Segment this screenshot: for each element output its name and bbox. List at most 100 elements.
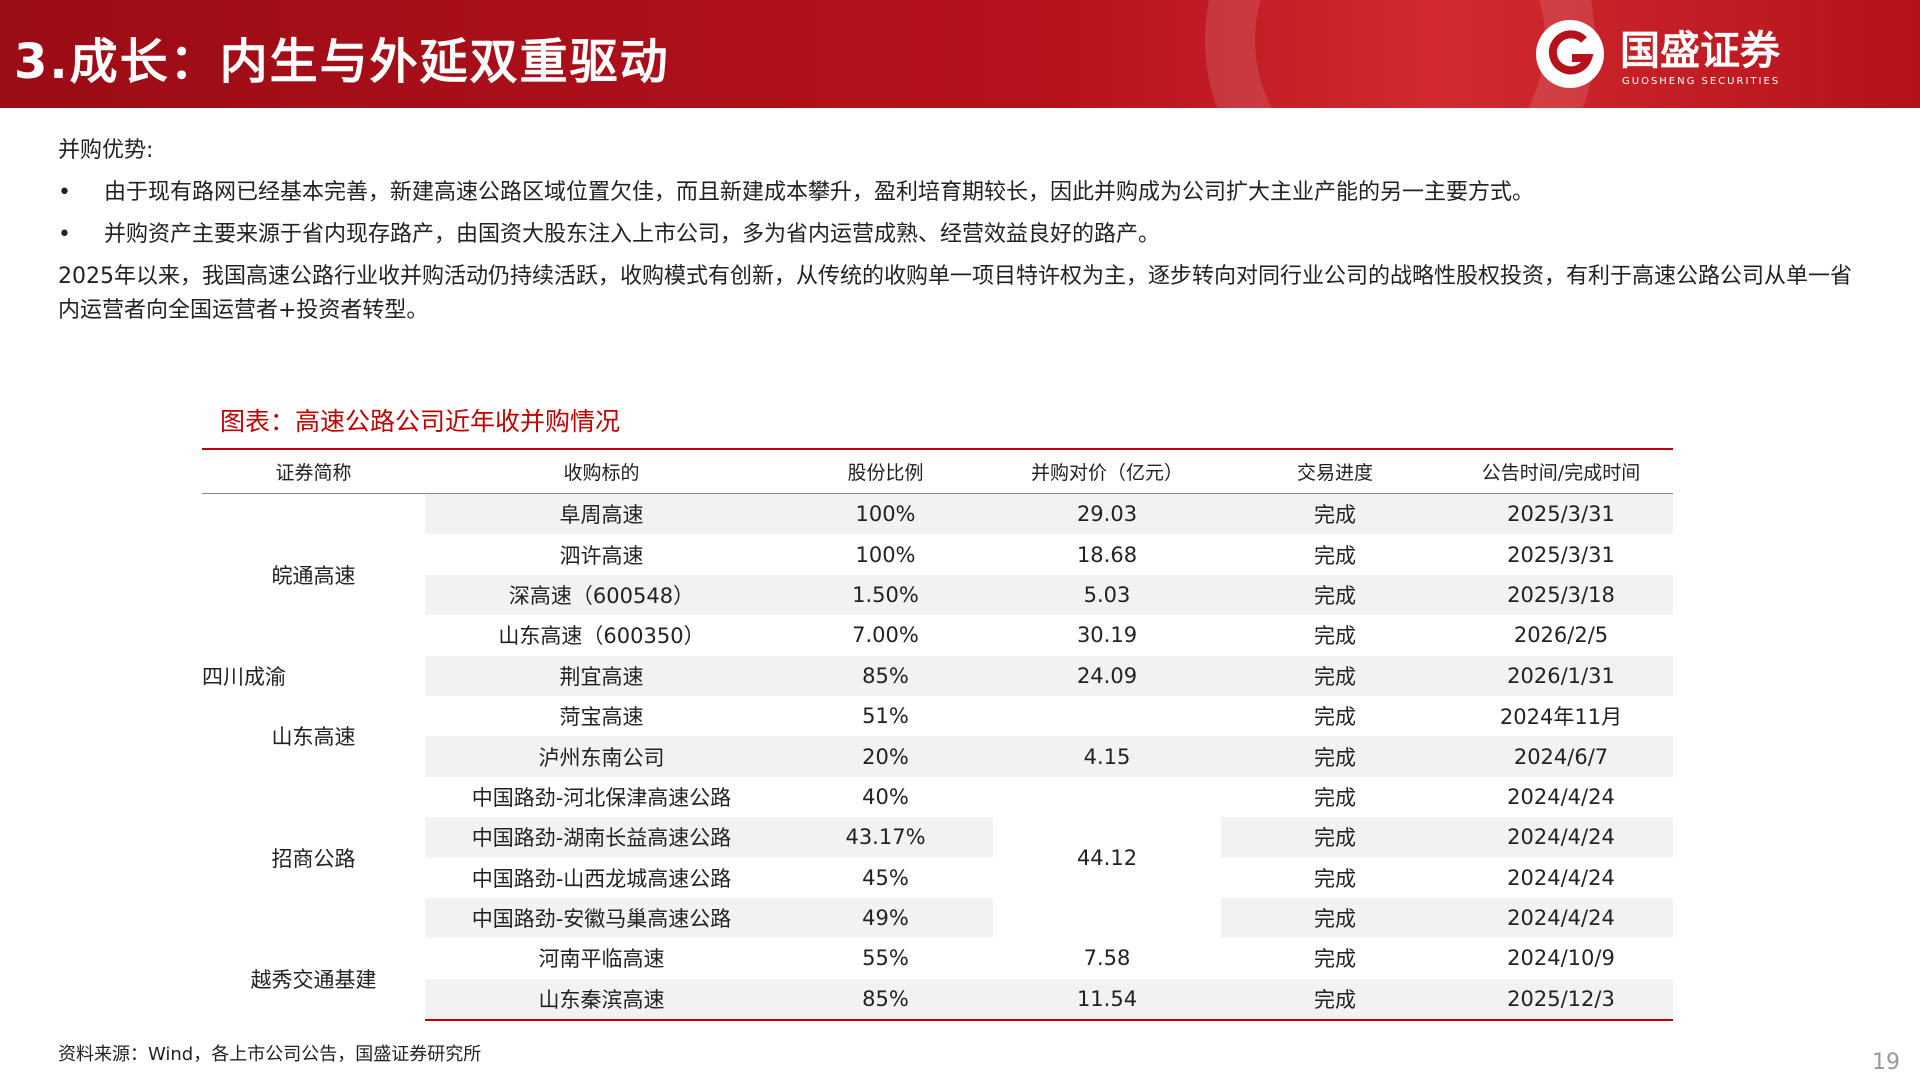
- date-cell: 2026/1/31: [1507, 663, 1615, 688]
- status-cell: 完成: [1314, 624, 1356, 649]
- bullet-text: 并购资产主要来源于省内现存路产，由国资大股东注入上市公司，多为省内运营成熟、经营…: [104, 222, 1161, 247]
- status-cell: 完成: [1314, 745, 1356, 770]
- table-caption: 图表：高速公路公司近年收并购情况: [220, 407, 621, 436]
- logo-subtitle: GUOSHENG SECURITIES: [1622, 76, 1780, 87]
- table-row: 泗许高速 100% 18.68 完成 2025/3/31: [202, 534, 1673, 575]
- date-cell: 2025/3/31: [1507, 502, 1615, 527]
- date-cell: 2024/6/7: [1513, 744, 1609, 769]
- header-bar: 3.成长：内生与外延双重驱动 国盛证券 GUOSHENG SECURITIES: [0, 0, 1920, 108]
- header-cell: 交易进度: [1221, 448, 1449, 494]
- header-cell: 并购对价（亿元）: [993, 448, 1221, 494]
- company-cell: 四川成渝: [202, 655, 425, 696]
- table-row: 四川成渝 荆宜高速 85% 24.09 完成 2026/1/31: [202, 655, 1673, 696]
- target-cell: 泸州东南公司: [538, 745, 665, 770]
- header-row: 证券简称 收购标的 股份比例 并购对价（亿元） 交易进度 公告时间/完成时间: [202, 448, 1673, 494]
- price-cell: 30.19: [1076, 623, 1138, 648]
- ratio-cell: 45%: [862, 865, 909, 890]
- header-cell: 证券简称: [202, 448, 425, 494]
- price-cell: 44.12: [993, 776, 1221, 939]
- bullet: • 并购资产主要来源于省内现存路产，由国资大股东注入上市公司，多为省内运营成熟、经…: [58, 222, 1161, 247]
- target-cell: 荆宜高速: [559, 664, 644, 689]
- header-cell: 收购标的: [425, 448, 778, 494]
- price-cell: 24.09: [1076, 663, 1138, 688]
- bullet: • 由于现有路网已经基本完善，新建高速公路区域位置欠佳，而且新建成本攀升，盈利培育…: [58, 180, 1535, 205]
- ratio-cell: 40%: [862, 784, 909, 809]
- paragraph: 2025年以来，我国高速公路行业收并购活动仍持续活跃，收购模式有创新，从传统的收…: [58, 264, 1852, 323]
- target-cell: 中国路劲-湖南长益高速公路: [471, 826, 732, 851]
- ratio-cell: 85%: [862, 663, 909, 688]
- target-cell: 河南平临高速: [538, 947, 665, 972]
- body-text: 并购优势: • 由于现有路网已经基本完善，新建高速公路区域位置欠佳，而且新建成本攀…: [58, 134, 1858, 328]
- table-row: 深高速（600548） 1.50% 5.03 完成 2025/3/18: [202, 574, 1673, 616]
- date-cell: 2024/4/24: [1507, 906, 1615, 931]
- target-cell: 泗许高速: [559, 543, 644, 568]
- ratio-cell: 100%: [855, 502, 916, 527]
- source: 资料来源：Wind，各上市公司公告，国盛证券研究所: [58, 1044, 482, 1065]
- target-cell: 山东秦滨高速: [425, 978, 778, 1022]
- page-number: 19: [1872, 1050, 1900, 1075]
- price-cell: 11.54: [993, 978, 1221, 1022]
- status-cell: 完成: [1314, 947, 1356, 972]
- company-cell: 山东高速: [202, 695, 425, 777]
- ratio-cell: 100%: [855, 542, 916, 567]
- date-cell: 2024/10/9: [1507, 946, 1615, 971]
- ratio-cell: 49%: [862, 906, 909, 931]
- status-cell: 完成: [1314, 543, 1356, 568]
- target-cell: 中国路劲-河北保津高速公路: [471, 785, 732, 810]
- status-cell: 完成: [1314, 503, 1356, 528]
- status-cell: 完成: [1314, 583, 1356, 608]
- price-cell: 5.03: [1083, 582, 1131, 607]
- target-cell: 菏宝高速: [559, 705, 644, 730]
- price-cell: 4.15: [1083, 744, 1131, 769]
- header-cell: 股份比例: [778, 448, 993, 494]
- bullet-text: 由于现有路网已经基本完善，新建高速公路区域位置欠佳，而且新建成本攀升，盈利培育期…: [104, 180, 1535, 205]
- table-row: 招商公路 中国路劲-河北保津高速公路 40% 44.12 完成 2024/4/24: [202, 776, 1673, 939]
- date-cell: 2024年11月: [1499, 705, 1623, 730]
- date-cell: 2026/2/5: [1513, 623, 1609, 648]
- ratio-cell: 7.00%: [852, 623, 919, 648]
- heading: 并购优势:: [58, 138, 154, 163]
- table-row: 泸州东南公司 20% 4.15 完成 2024/6/7: [202, 736, 1673, 777]
- table-row: 中国路劲-湖南长益高速公路 43.17% 完成 2024/4/24: [202, 817, 1673, 858]
- ratio-cell: 1.50%: [852, 582, 919, 607]
- target-cell: 阜周高速: [559, 503, 644, 528]
- table-row: 中国路劲-山西龙城高速公路 45% 完成 2024/4/24: [202, 857, 1673, 898]
- status-cell: 完成: [1314, 866, 1356, 891]
- table-row: 中国路劲-安徽马巢高速公路 49% 完成 2024/4/24: [202, 897, 1673, 939]
- date-cell: 2025/12/3: [1449, 978, 1673, 1022]
- target-cell: 山东高速（600350）: [498, 624, 705, 649]
- table-row: 皖通高速 阜周高速 100% 29.03 完成 2025/3/31: [202, 493, 1673, 656]
- table: 证券简称 收购标的 股份比例 并购对价（亿元） 交易进度 公告时间/完成时间 皖通高速 阜周…: [202, 448, 1673, 1022]
- ratio-cell: 55%: [862, 946, 909, 971]
- page-title: 3.成长：内生与外延双重驱动: [14, 34, 670, 90]
- target-cell: 中国路劲-安徽马巢高速公路: [471, 907, 732, 932]
- date-cell: 2024/4/24: [1507, 825, 1615, 850]
- price-cell: 7.58: [1083, 946, 1131, 971]
- status-cell: 完成: [1314, 785, 1356, 810]
- ratio-cell: 85%: [778, 978, 993, 1022]
- status-cell: 完成: [1314, 705, 1356, 730]
- date-cell: 2025/3/31: [1507, 542, 1615, 567]
- table-row: 越秀交通基建 河南平临高速 55% 7.58 完成 2024/10/9: [202, 938, 1673, 1021]
- table-row: 山东高速（600350） 7.00% 30.19 完成 2026/2/5: [202, 615, 1673, 656]
- table-row: 山东秦滨高速 85% 11.54 完成 2025/12/3: [202, 978, 1673, 1022]
- target-cell: 中国路劲-山西龙城高速公路: [471, 866, 732, 891]
- ratio-cell: 51%: [862, 704, 909, 729]
- status-cell: 完成: [1314, 664, 1356, 689]
- company-cell: 皖通高速: [202, 493, 425, 656]
- price-cell: [993, 696, 1221, 736]
- target-cell: 深高速（600548）: [508, 583, 695, 608]
- status-cell: 完成: [1314, 907, 1356, 932]
- company-cell: 招商公路: [202, 776, 425, 939]
- company-cell: 越秀交通基建: [202, 938, 425, 1021]
- price-cell: 29.03: [1076, 502, 1138, 527]
- price-cell: 18.68: [1076, 542, 1138, 567]
- table-row: 山东高速 菏宝高速 51% 完成 2024年11月: [202, 695, 1673, 777]
- logo-name: 国盛证券: [1620, 28, 1781, 74]
- header-cell: 公告时间/完成时间: [1449, 448, 1673, 494]
- date-cell: 2025/3/18: [1507, 582, 1615, 607]
- status-cell: 完成: [1314, 826, 1356, 851]
- status-cell: 完成: [1221, 978, 1449, 1022]
- logo: 国盛证券 GUOSHENG SECURITIES: [1536, 20, 1781, 88]
